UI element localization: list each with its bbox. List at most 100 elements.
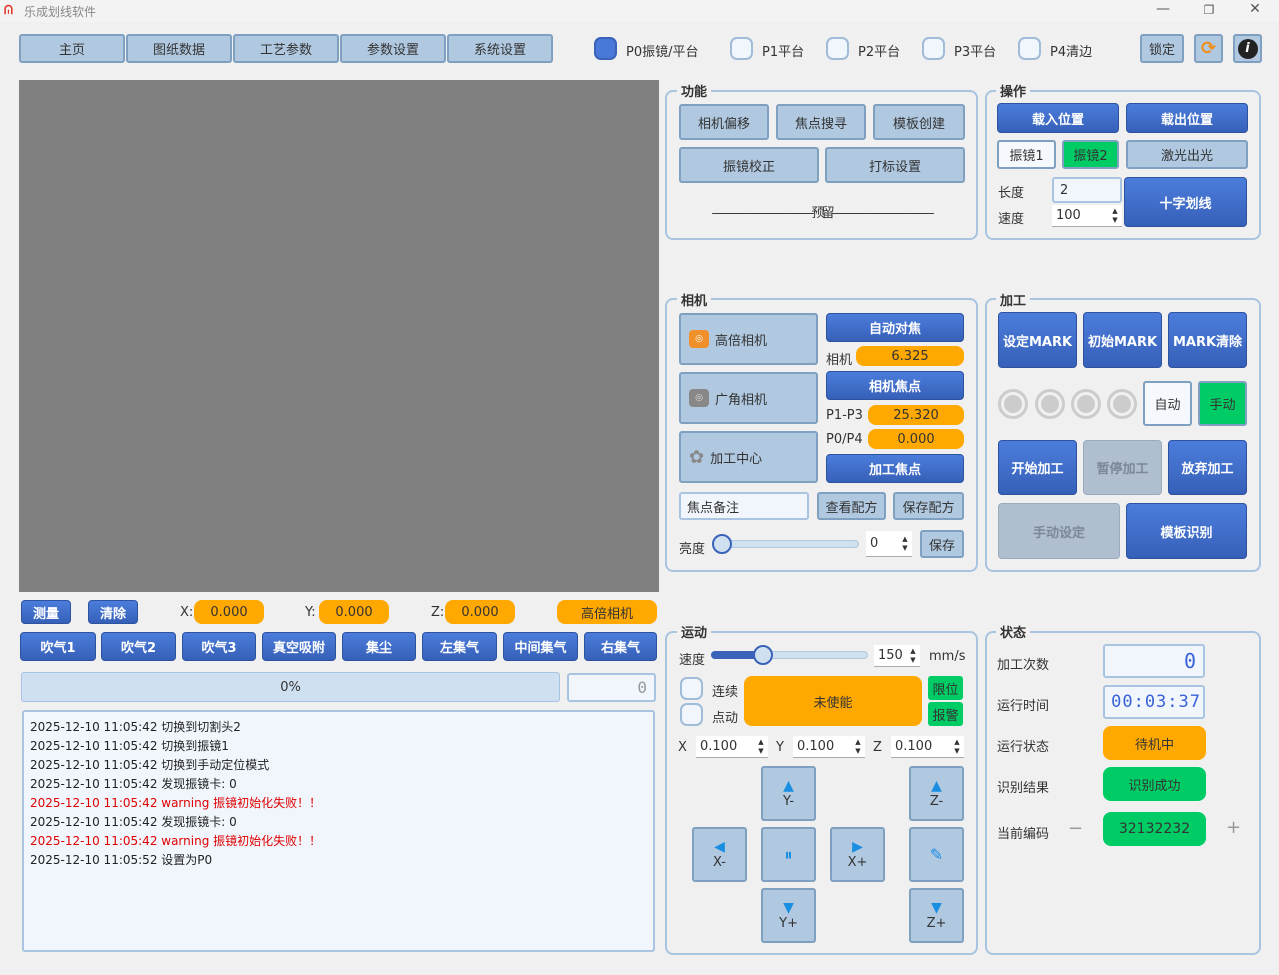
galvo-calibration-button[interactable]: 振镜校正 [679, 147, 819, 183]
focus-note-input[interactable]: 焦点备注 [679, 492, 809, 520]
minimize-button[interactable]: — [1156, 1, 1170, 17]
unload-position-button[interactable]: 载出位置 [1126, 103, 1248, 133]
clear-button[interactable]: 清除 [88, 600, 138, 624]
stop-button[interactable]: ⏸ [761, 827, 816, 882]
p1-p3-value: 25.320 [868, 405, 964, 425]
pause-process-button[interactable]: 暂停加工 [1083, 440, 1162, 495]
measure-button[interactable]: 测量 [21, 600, 71, 624]
right-gas-button[interactable]: 右集气 [584, 632, 657, 661]
init-mark-button[interactable]: 初始MARK [1083, 312, 1162, 368]
log-line: 2025-12-10 11:05:42 warning 振镜初始化失败！！ [30, 834, 322, 848]
tab-system-settings[interactable]: 系统设置 [447, 34, 553, 63]
code-increment-button[interactable]: + [1226, 817, 1242, 838]
log-panel[interactable]: 2025-12-10 11:05:42 切换到切割头2 2025-12-10 1… [22, 710, 655, 952]
x-step-value: 0.100 [700, 739, 738, 754]
platform-p4-checkbox[interactable] [1018, 37, 1041, 60]
z-minus-button[interactable]: ▲ Z- [909, 766, 964, 821]
dust-button[interactable]: 集尘 [342, 632, 416, 661]
p0-p4-label: P0/P4 [826, 432, 863, 447]
lock-button[interactable]: 锁定 [1140, 34, 1184, 63]
galvo-1-button[interactable]: 振镜1 [997, 140, 1056, 169]
speed-spinbox[interactable]: 100 ▲ ▼ [1052, 205, 1122, 227]
vacuum-button[interactable]: 真空吸附 [262, 632, 336, 661]
view-recipe-button[interactable]: 查看配方 [817, 492, 886, 520]
save-recipe-button[interactable]: 保存配方 [893, 492, 964, 520]
x-step-label: X [678, 740, 687, 755]
spin-arrows-icon[interactable]: ▲ ▼ [1112, 207, 1118, 224]
clean-button[interactable]: ✎ [909, 827, 964, 882]
abort-process-button[interactable]: 放弃加工 [1168, 440, 1247, 495]
start-process-button[interactable]: 开始加工 [998, 440, 1077, 495]
x-minus-button[interactable]: ◀ X- [692, 827, 747, 882]
tab-param-settings[interactable]: 参数设置 [340, 34, 446, 63]
auto-focus-button[interactable]: 自动对焦 [826, 313, 964, 342]
process-focus-button[interactable]: 加工焦点 [826, 454, 964, 483]
refresh-icon[interactable]: ⟳ [1194, 34, 1223, 63]
brush-icon: ✎ [929, 844, 944, 864]
cross-line-button[interactable]: 十字划线 [1124, 177, 1247, 227]
status-group [985, 631, 1261, 955]
spin-arrows-icon[interactable]: ▲ ▼ [902, 535, 908, 552]
spin-arrows-icon[interactable]: ▲ ▼ [855, 738, 861, 755]
brightness-slider-handle[interactable] [712, 534, 732, 554]
tab-drawing-data[interactable]: 图纸数据 [126, 34, 232, 63]
close-button[interactable]: ✕ [1249, 1, 1261, 17]
galvo-2-button[interactable]: 振镜2 [1062, 140, 1119, 169]
platform-p3-checkbox[interactable] [922, 37, 945, 60]
tab-home[interactable]: 主页 [19, 34, 125, 63]
auto-mode-button[interactable]: 自动 [1143, 381, 1192, 426]
continuous-checkbox[interactable] [680, 677, 703, 700]
focus-search-button[interactable]: 焦点搜寻 [776, 104, 866, 140]
y-minus-button[interactable]: ▲ Y- [761, 766, 816, 821]
motion-speed-spinbox[interactable]: 150 ▲ ▼ [874, 645, 920, 667]
x-plus-button[interactable]: ▶ X+ [830, 827, 885, 882]
manual-set-button[interactable]: 手动设定 [998, 503, 1120, 559]
manual-mode-button[interactable]: 手动 [1198, 381, 1247, 426]
camera-view[interactable] [19, 80, 659, 592]
y-minus-label: Y- [782, 794, 795, 809]
camera-offset-button[interactable]: 相机偏移 [679, 104, 769, 140]
brightness-spinbox[interactable]: 0 ▲ ▼ [866, 531, 912, 557]
x-step-spinbox[interactable]: 0.100 ▲ ▼ [696, 736, 768, 758]
laser-emit-button[interactable]: 激光出光 [1126, 140, 1248, 169]
platform-p2-checkbox[interactable] [826, 37, 849, 60]
jog-checkbox[interactable] [680, 703, 703, 726]
platform-p0-checkbox[interactable] [594, 37, 617, 60]
high-camera-button[interactable]: ◎ 高倍相机 [679, 313, 818, 365]
spin-arrows-icon[interactable]: ▲ ▼ [910, 647, 916, 664]
clear-mark-button[interactable]: MARK清除 [1168, 312, 1247, 368]
maximize-button[interactable]: ❐ [1203, 3, 1215, 17]
code-decrement-button[interactable]: − [1068, 818, 1084, 839]
z-step-spinbox[interactable]: 0.100 ▲ ▼ [891, 736, 964, 758]
tab-process-params[interactable]: 工艺参数 [233, 34, 339, 63]
brightness-save-button[interactable]: 保存 [920, 530, 964, 558]
left-gas-button[interactable]: 左集气 [422, 632, 497, 661]
info-button[interactable]: i [1233, 34, 1262, 63]
process-center-button[interactable]: ✿ 加工中心 [679, 431, 818, 483]
log-line: 2025-12-10 11:05:52 设置为P0 [30, 853, 213, 867]
spin-arrows-icon[interactable]: ▲ ▼ [758, 738, 764, 755]
alarm-indicator: 报警 [928, 702, 963, 726]
y-step-spinbox[interactable]: 0.100 ▲ ▼ [793, 736, 865, 758]
middle-gas-button[interactable]: 中间集气 [503, 632, 578, 661]
mark-indicator-4 [1107, 389, 1137, 419]
air-blow-1-button[interactable]: 吹气1 [20, 632, 96, 661]
platform-p1-checkbox[interactable] [730, 37, 753, 60]
spin-arrows-icon[interactable]: ▲ ▼ [954, 738, 960, 755]
brightness-slider[interactable] [713, 540, 859, 548]
enable-status-button[interactable]: 未使能 [744, 676, 922, 726]
set-mark-button[interactable]: 设定MARK [998, 312, 1077, 368]
y-plus-button[interactable]: ▼ Y+ [761, 888, 816, 943]
template-recognize-button[interactable]: 模板识别 [1126, 503, 1247, 559]
camera-focus-button[interactable]: 相机焦点 [826, 371, 964, 400]
air-blow-3-button[interactable]: 吹气3 [182, 632, 256, 661]
length-input[interactable]: 2 [1052, 177, 1122, 203]
motion-speed-slider-handle[interactable] [753, 645, 774, 665]
camera-value: 6.325 [856, 346, 964, 366]
z-plus-button[interactable]: ▼ Z+ [909, 888, 964, 943]
marking-settings-button[interactable]: 打标设置 [825, 147, 965, 183]
template-create-button[interactable]: 模板创建 [873, 104, 965, 140]
load-position-button[interactable]: 载入位置 [997, 103, 1119, 133]
wide-camera-button[interactable]: ◎ 广角相机 [679, 372, 818, 424]
air-blow-2-button[interactable]: 吹气2 [101, 632, 176, 661]
